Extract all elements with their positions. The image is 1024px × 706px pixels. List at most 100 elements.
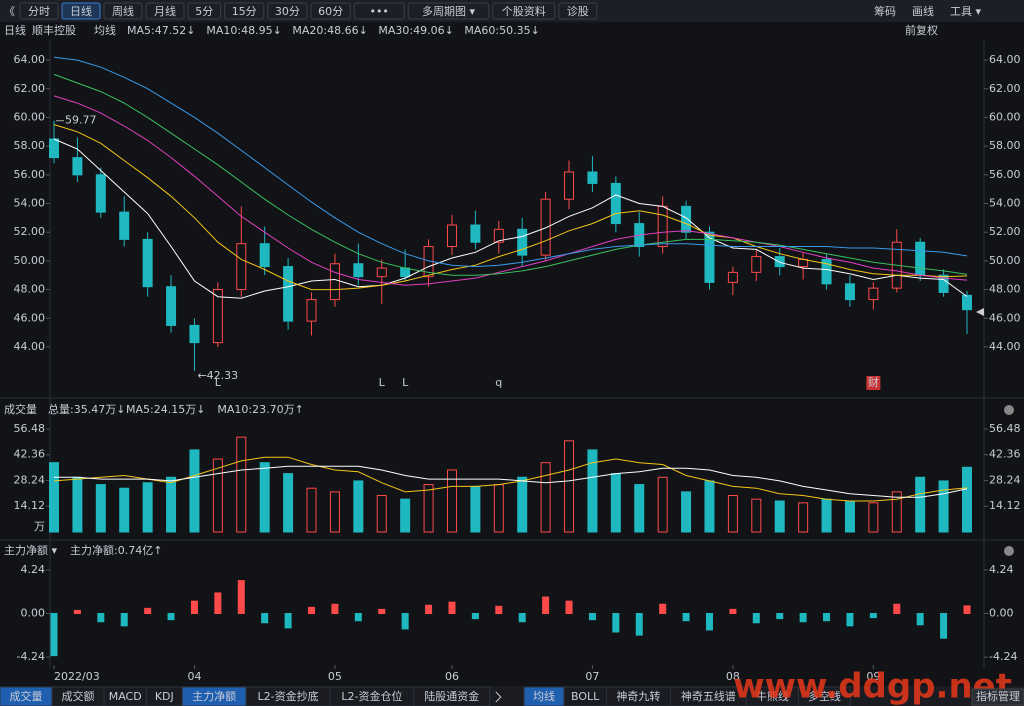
x-tick-label: 08 <box>726 670 740 683</box>
tab-label[interactable]: 周线 <box>112 4 134 18</box>
bar <box>916 613 924 626</box>
candle-body <box>306 299 317 322</box>
bar <box>73 609 81 614</box>
tab[interactable] <box>407 2 490 20</box>
indicator-tab-label[interactable]: 成交量 <box>10 689 43 703</box>
y-tick-label: 46.00 <box>989 311 1021 324</box>
bar <box>823 613 831 622</box>
candle-body <box>49 138 59 159</box>
event-marker[interactable]: L <box>215 376 222 389</box>
event-marker[interactable]: L <box>379 376 386 389</box>
bar <box>425 604 433 614</box>
indicator-tab-label[interactable]: BOLL <box>571 690 600 703</box>
event-marker[interactable]: q <box>495 376 502 389</box>
bar <box>306 487 317 533</box>
y-tick-label: 60.00 <box>14 110 46 123</box>
tab[interactable] <box>224 2 265 20</box>
manage-label[interactable]: 指标管理 <box>976 689 1020 703</box>
tab-label[interactable]: 5分 <box>195 5 213 18</box>
toolbar-button[interactable]: 工具 ▾ <box>950 5 981 18</box>
bar <box>869 613 877 619</box>
indicator-tab-label[interactable]: L2-资金仓位 <box>341 689 402 703</box>
bar <box>610 473 621 533</box>
tab-label[interactable]: 诊股 <box>567 4 589 18</box>
bar <box>376 495 387 533</box>
tab[interactable] <box>145 2 185 20</box>
y-tick-label: 54.00 <box>14 197 46 210</box>
tab-label[interactable]: 月线 <box>154 4 176 18</box>
y-tick-label: 48.00 <box>14 283 46 296</box>
bar <box>49 462 59 533</box>
bar <box>518 613 526 623</box>
y-tick-label: 44.00 <box>989 340 1021 353</box>
indicator-tab-label[interactable]: 神奇五线谱 <box>681 689 736 703</box>
indicator-tab-label[interactable]: 神奇九转 <box>616 689 660 703</box>
bar <box>144 607 152 615</box>
tab[interactable] <box>558 2 598 20</box>
x-tick-label: 04 <box>187 670 201 683</box>
tab[interactable] <box>267 2 308 20</box>
indicator-tab-label[interactable]: L2-资金抄底 <box>258 689 319 703</box>
candle-body <box>493 228 504 243</box>
close-icon[interactable] <box>1004 405 1014 415</box>
event-box <box>866 376 881 390</box>
legend-entry: MA5:24.15万↓ <box>126 403 205 416</box>
tab[interactable] <box>61 2 101 20</box>
bar <box>635 613 643 636</box>
indicator-tab[interactable] <box>413 686 491 706</box>
panel-title[interactable]: 成交量 <box>4 402 37 416</box>
candle-body <box>704 231 715 283</box>
tab-label[interactable]: 多周期图 ▾ <box>422 4 475 18</box>
tab-label[interactable]: ••• <box>369 5 388 18</box>
back-button[interactable]: 《 <box>4 5 15 18</box>
bar <box>401 613 409 630</box>
bar <box>259 462 270 533</box>
toolbar-button[interactable]: 筹码 <box>874 4 896 18</box>
indicator-tab[interactable] <box>797 686 851 706</box>
tab[interactable] <box>103 2 143 20</box>
tab-label[interactable]: 分时 <box>28 5 50 18</box>
tab-label[interactable]: 个股资料 <box>502 4 546 18</box>
candle-body <box>587 171 598 184</box>
tab-label[interactable]: 日线 <box>70 4 92 18</box>
close-icon[interactable] <box>1004 546 1014 556</box>
bar <box>97 613 105 623</box>
tab-label[interactable]: 30分 <box>275 5 300 18</box>
tab[interactable] <box>353 2 405 20</box>
y-tick-label: -4.24 <box>989 650 1017 663</box>
legend-entry: MA5:47.52↓ <box>127 24 195 37</box>
indicator-tab-label[interactable]: MACD <box>109 690 142 703</box>
tab-label[interactable]: 60分 <box>318 5 343 18</box>
candle-body <box>962 294 972 311</box>
ma-line <box>53 73 968 276</box>
indicator-tab-label[interactable]: 多空线 <box>808 689 841 703</box>
candle-body <box>329 263 340 301</box>
manage-button[interactable] <box>971 688 1024 706</box>
tab[interactable] <box>310 2 351 20</box>
indicator-tab-label[interactable]: 均线 <box>533 689 555 703</box>
indicator-tab-label[interactable]: 成交额 <box>62 689 95 703</box>
event-marker[interactable]: 财 <box>868 375 879 389</box>
tab[interactable] <box>19 2 59 20</box>
bar <box>915 476 926 533</box>
adjust-label[interactable]: 前复权 <box>905 23 938 37</box>
indicator-tab-label[interactable]: 陆股通资金 <box>424 689 479 703</box>
candle-body <box>376 267 387 278</box>
bar <box>142 482 153 533</box>
panel-title[interactable]: 主力净额 ▾ <box>4 543 57 557</box>
y-tick-label: 58.00 <box>989 139 1021 152</box>
tab-label[interactable]: 15分 <box>232 5 257 18</box>
toolbar-button[interactable]: 画线 <box>912 4 934 18</box>
event-marker[interactable]: L <box>402 376 409 389</box>
bar <box>189 449 200 533</box>
y-tick-label: 0.00 <box>989 607 1014 620</box>
bar <box>378 608 386 615</box>
tab[interactable] <box>492 2 556 20</box>
indicator-tab-label[interactable]: 牛熊线 <box>756 689 789 703</box>
indicator-tab-label[interactable]: 主力净额 <box>192 689 236 703</box>
scroll-arrow[interactable] <box>495 691 502 703</box>
tab[interactable] <box>187 2 222 20</box>
indicator-tab-label[interactable]: KDJ <box>155 690 174 703</box>
bar <box>752 613 760 624</box>
candle-body <box>142 238 153 288</box>
